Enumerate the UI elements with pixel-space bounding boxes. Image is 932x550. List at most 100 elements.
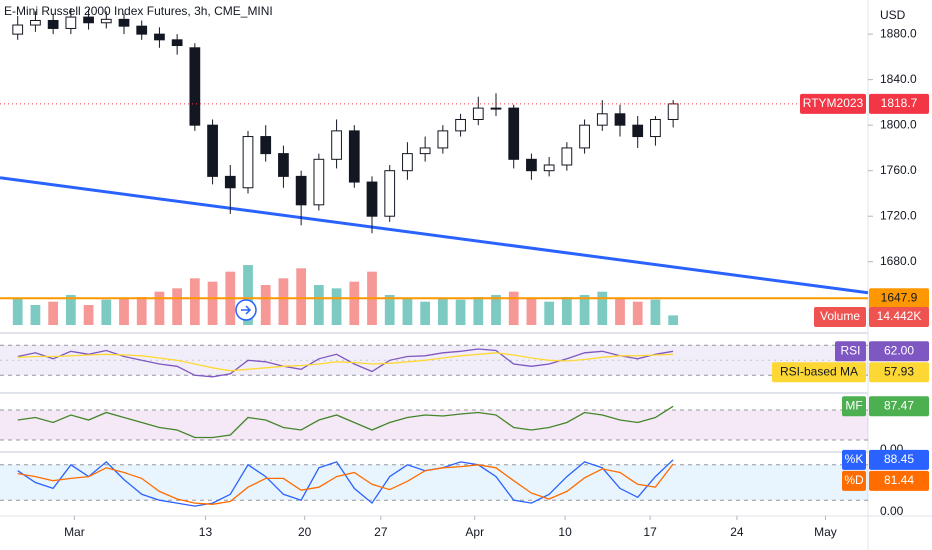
volume-bar: [119, 298, 129, 325]
volume-bar: [313, 285, 324, 325]
label-name: RSI: [840, 343, 860, 357]
indicator-line: [17, 348, 674, 378]
value-box: [869, 470, 929, 491]
candle-body: [561, 147, 573, 166]
candle-body: [614, 113, 626, 126]
candle-body: [366, 181, 378, 217]
candle-body: [437, 130, 449, 149]
candle-body: [543, 164, 555, 172]
volume-bar: [154, 291, 165, 325]
value-label: 1647.9: [881, 290, 918, 304]
x-tick-label: 13: [199, 525, 213, 539]
candle-body: [189, 47, 201, 126]
x-tick-label: 24: [730, 525, 744, 539]
candle-body: [348, 130, 360, 183]
candle-body: [667, 103, 679, 120]
indicator-line: [17, 352, 674, 372]
candle-body: [526, 158, 537, 172]
volume-bar: [561, 297, 572, 325]
volume-bar: [650, 299, 661, 325]
volume-bar: [83, 305, 94, 325]
volume-bar: [437, 298, 448, 325]
label-name: Volume: [820, 309, 860, 323]
label-name: RTYM2023: [803, 96, 864, 110]
x-tick-label: 17: [643, 525, 657, 539]
volume-bar: [30, 305, 41, 325]
x-tick-label: Mar: [64, 525, 85, 539]
candle-body: [30, 19, 41, 26]
volume-bar: [508, 291, 519, 325]
candle-body: [12, 24, 24, 35]
candle-body: [419, 147, 431, 155]
candle-body: [207, 124, 218, 177]
y-tick-label: 1720.0: [880, 208, 917, 222]
candle-body: [455, 118, 466, 132]
candle-body: [242, 136, 254, 189]
candle-body: [596, 113, 608, 126]
value-box: [869, 341, 929, 362]
candle-body: [224, 175, 236, 189]
candle-body: [136, 25, 148, 35]
candle-body: [260, 136, 272, 155]
candle-body: [472, 107, 484, 120]
value-box: [869, 288, 929, 309]
label-name: RSI-based MA: [780, 364, 858, 378]
volume-bar: [597, 291, 608, 325]
x-tick-label: 27: [374, 525, 388, 539]
value-label: 14.442K: [877, 309, 922, 323]
trendline: [0, 176, 869, 295]
label-box: [842, 396, 866, 417]
x-tick-label: May: [814, 525, 837, 539]
indicator-line: [17, 463, 674, 505]
label-name: %D: [844, 473, 864, 487]
value-box: [869, 93, 929, 114]
candle-body: [384, 170, 396, 217]
band-fill: [0, 464, 868, 501]
volume-bar: [207, 281, 218, 325]
band-fill: [0, 410, 868, 440]
candle-body: [118, 18, 130, 27]
volume-bar: [544, 301, 555, 325]
y-tick-label: 1760.0: [880, 163, 917, 177]
currency-label: USD: [880, 8, 906, 22]
label-name: MF: [845, 398, 862, 412]
candle-body: [295, 175, 307, 206]
volume-bar: [615, 298, 625, 325]
volume-bar: [473, 297, 484, 325]
volume-bar: [260, 285, 271, 325]
label-box: [800, 93, 866, 114]
volume-bar: [491, 295, 501, 325]
candle-body: [632, 124, 644, 138]
candle-body: [650, 118, 661, 138]
chart-title: E-Mini Russell 2000 Index Futures, 3h, C…: [4, 4, 273, 18]
volume-bar: [101, 299, 112, 325]
candle-body: [65, 16, 77, 29]
value-box: [869, 396, 929, 417]
volume-bar: [420, 301, 431, 325]
volume-bar: [455, 299, 466, 325]
volume-bar: [136, 297, 147, 325]
value-box: [869, 449, 929, 470]
candle-body: [100, 18, 112, 24]
volume-bar: [296, 268, 307, 325]
volume-bar: [402, 298, 413, 325]
candle-body: [47, 19, 59, 29]
label-box: [814, 307, 866, 327]
label-box: [842, 470, 866, 491]
label-name: %K: [845, 452, 864, 466]
replay-icon[interactable]: [235, 299, 257, 321]
plot-area: Mar 13 20 27 Apr 10 17 24 May 1680.0 1720.0 1760.0 1…: [0, 7, 917, 539]
y-tick-label: 1840.0: [880, 72, 917, 86]
candle-body: [402, 153, 413, 172]
volume-bar: [12, 298, 23, 325]
value-label: 1818.7: [881, 96, 918, 110]
volume-bar: [189, 278, 200, 325]
candle-body: [154, 33, 165, 41]
label-box: [842, 449, 866, 470]
y-tick-label: 0.00: [880, 504, 904, 518]
volume-bar: [172, 288, 183, 325]
value-label: 87.47: [884, 398, 914, 412]
x-tick-label: Apr: [465, 525, 484, 539]
